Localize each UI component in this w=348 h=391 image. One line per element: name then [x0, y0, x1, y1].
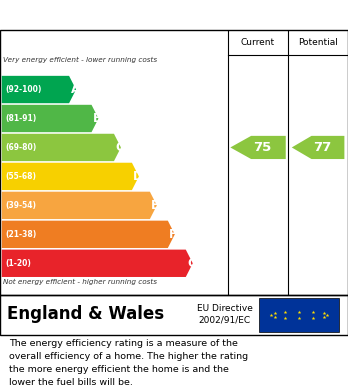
Polygon shape: [2, 76, 76, 103]
Text: The energy efficiency rating is a measure of the
overall efficiency of a home. T: The energy efficiency rating is a measur…: [9, 339, 248, 387]
Text: F: F: [169, 228, 177, 241]
Text: 75: 75: [253, 141, 271, 154]
Polygon shape: [292, 136, 345, 159]
Polygon shape: [230, 136, 286, 159]
Text: 77: 77: [313, 141, 331, 154]
Text: (39-54): (39-54): [5, 201, 36, 210]
Text: D: D: [133, 170, 143, 183]
Text: C: C: [116, 141, 124, 154]
Text: EU Directive
2002/91/EC: EU Directive 2002/91/EC: [197, 304, 252, 325]
Polygon shape: [2, 192, 157, 219]
Text: G: G: [187, 257, 197, 270]
Text: Energy Efficiency Rating: Energy Efficiency Rating: [9, 7, 219, 23]
Text: Very energy efficient - lower running costs: Very energy efficient - lower running co…: [3, 57, 157, 63]
Text: Not energy efficient - higher running costs: Not energy efficient - higher running co…: [3, 279, 157, 285]
Polygon shape: [2, 163, 139, 190]
Text: (81-91): (81-91): [5, 114, 37, 123]
Text: B: B: [93, 112, 102, 125]
Polygon shape: [2, 221, 175, 248]
Text: Current: Current: [241, 38, 275, 47]
Polygon shape: [2, 249, 193, 277]
Polygon shape: [2, 105, 98, 132]
Text: Potential: Potential: [298, 38, 338, 47]
Text: England & Wales: England & Wales: [7, 305, 164, 323]
Text: (55-68): (55-68): [5, 172, 36, 181]
Text: (21-38): (21-38): [5, 230, 37, 239]
Polygon shape: [2, 134, 121, 161]
Text: (92-100): (92-100): [5, 85, 42, 94]
Text: E: E: [151, 199, 159, 212]
Bar: [259, 298, 339, 332]
Text: (69-80): (69-80): [5, 143, 37, 152]
Text: (1-20): (1-20): [5, 259, 31, 268]
Text: A: A: [70, 83, 80, 96]
